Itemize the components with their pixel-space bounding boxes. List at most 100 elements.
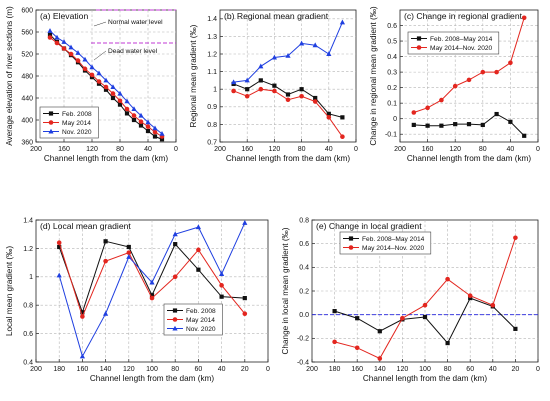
legend: Feb. 2008 May 2014 Nov. 2020 [39, 106, 99, 139]
y-tick-label: 600 [21, 7, 33, 14]
legend-box [339, 231, 432, 255]
data-point [54, 34, 60, 40]
reference-line-label: Normal water level [108, 19, 163, 26]
x-axis-label: Channel length from the dam (km) [226, 154, 351, 163]
x-tick-label: 100 [146, 366, 158, 373]
data-point [326, 51, 332, 56]
data-point [332, 339, 337, 345]
data-point [231, 79, 237, 85]
y-tick-label: 0.7 [207, 139, 217, 146]
y-tick-label: 1.1 [207, 69, 217, 76]
x-tick-label: 20 [512, 366, 520, 373]
x-tick-label: 0 [174, 146, 178, 153]
data-point [411, 122, 416, 128]
data-point [68, 44, 74, 50]
data-point [242, 311, 248, 317]
x-tick-label: 60 [466, 366, 474, 373]
data-point [47, 35, 53, 40]
panel-d: 200 180 160 140 120 100 80 60 40 20 00.40.60.811.2… [5, 217, 270, 383]
data-point [468, 296, 473, 301]
data-point [340, 115, 345, 120]
y-tick-label: 1.4 [207, 16, 217, 23]
data-point [61, 46, 67, 51]
data-point [152, 129, 158, 135]
reference-line-label: Dead water level [108, 48, 158, 55]
x-tick-label: 60 [195, 366, 203, 373]
data-point [453, 122, 458, 127]
y-tick-label: 0.4 [23, 359, 33, 366]
legend: Feb. 2008–May 2014 May 2014–Nov. 2020 [407, 31, 500, 55]
data-point [103, 310, 109, 316]
panel-title: (b) Regional mean gradient [224, 11, 329, 21]
data-point [117, 98, 123, 104]
panel-e: 200 180 160 140 120 100 80 60 40 20 0-0.4-0.20.00.… [281, 217, 540, 383]
y-tick-label: 400 [21, 117, 33, 124]
data-point [103, 84, 109, 90]
y-tick-label: 1 [213, 87, 217, 94]
data-point [355, 316, 360, 321]
y-tick-label: -0.1 [385, 132, 397, 139]
legend-swatch-marker [48, 111, 54, 116]
x-tick-label: 180 [329, 366, 341, 373]
data-point [103, 77, 109, 83]
legend-label: Nov. 2020 [186, 326, 216, 333]
x-tick-label: 160 [422, 146, 434, 153]
y-tick-label: 0.2 [299, 288, 309, 295]
data-point [68, 51, 74, 57]
data-point [75, 58, 81, 63]
y-tick-label: 1.2 [207, 51, 217, 58]
data-point [312, 99, 318, 104]
data-point [480, 69, 486, 75]
y-tick-label: -0.2 [297, 336, 309, 343]
data-point [299, 87, 304, 92]
x-tick-label: 0 [536, 146, 540, 153]
data-point [439, 97, 444, 103]
x-axis-label: Channel length from the dam (km) [407, 154, 532, 163]
data-point [110, 95, 116, 101]
data-point [54, 40, 60, 46]
panel-b: 200 160 120 80 40 0 0.7 0.8 0.9 1 1.1 1.2 1.3 1.4 Chan… [189, 9, 358, 163]
x-tick-label: 0 [266, 366, 270, 373]
data-point [480, 122, 485, 128]
x-tick-label: 160 [58, 146, 70, 153]
y-tick-label: 0.3 [387, 70, 397, 77]
data-point [89, 72, 95, 78]
legend-label: May 2014 [62, 120, 91, 127]
panel-title: (e) Change in local gradient [316, 221, 422, 231]
legend-swatch-marker [172, 317, 178, 322]
x-tick-label: 120 [449, 146, 461, 153]
data-point [172, 231, 178, 237]
x-axis-label: Channel length from the dam (km) [363, 374, 488, 383]
data-point [172, 274, 178, 280]
legend: Feb. 2008 May 2014 Nov. 2020 [163, 303, 223, 336]
data-point [82, 66, 88, 72]
data-point [272, 88, 277, 94]
y-tick-label: 1.4 [23, 217, 33, 224]
data-point [522, 133, 527, 138]
panel-c: 200 160 120 80 40 0 -0.1 0 0.1 0.2 0.3 0.4 0.5 0.6 Cha… [369, 6, 540, 163]
y-tick-label: -0.4 [297, 359, 309, 366]
data-point [299, 93, 304, 99]
x-tick-label: 40 [325, 146, 333, 153]
data-point [271, 54, 277, 60]
data-point [96, 79, 102, 84]
x-tick-label: 200 [214, 146, 226, 153]
legend-swatch-marker [172, 308, 178, 313]
y-tick-label: 1.2 [23, 246, 33, 253]
data-point [508, 119, 513, 124]
data-point [219, 294, 224, 299]
data-point [196, 267, 201, 272]
data-point [326, 111, 331, 116]
x-tick-label: 40 [507, 146, 515, 153]
y-tick-label: 0.6 [387, 23, 397, 30]
y-tick-label: 0.8 [207, 122, 217, 129]
y-tick-label: 560 [21, 29, 33, 36]
data-point [445, 340, 450, 346]
data-point [56, 272, 62, 278]
legend-label: May 2014 [186, 317, 215, 324]
data-point [79, 353, 85, 359]
data-point [196, 247, 201, 253]
legend-box [407, 31, 500, 55]
data-point [377, 356, 383, 361]
